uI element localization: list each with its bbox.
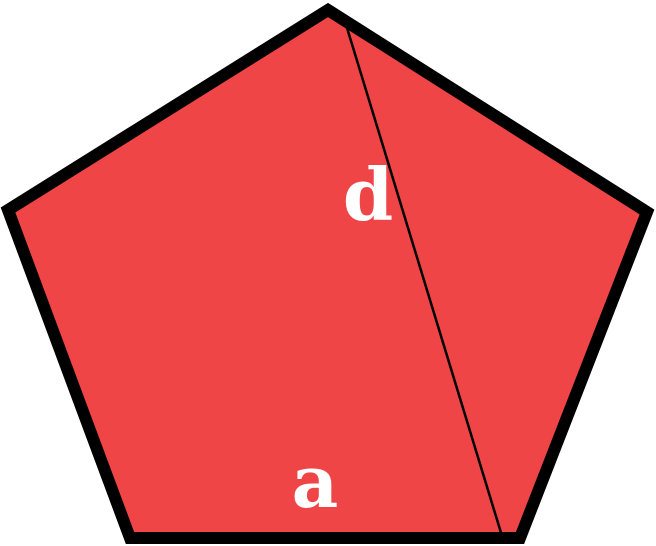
diagonal-label: d — [343, 152, 393, 237]
diagonal-line — [342, 17, 504, 537]
side-label: a — [292, 439, 339, 524]
